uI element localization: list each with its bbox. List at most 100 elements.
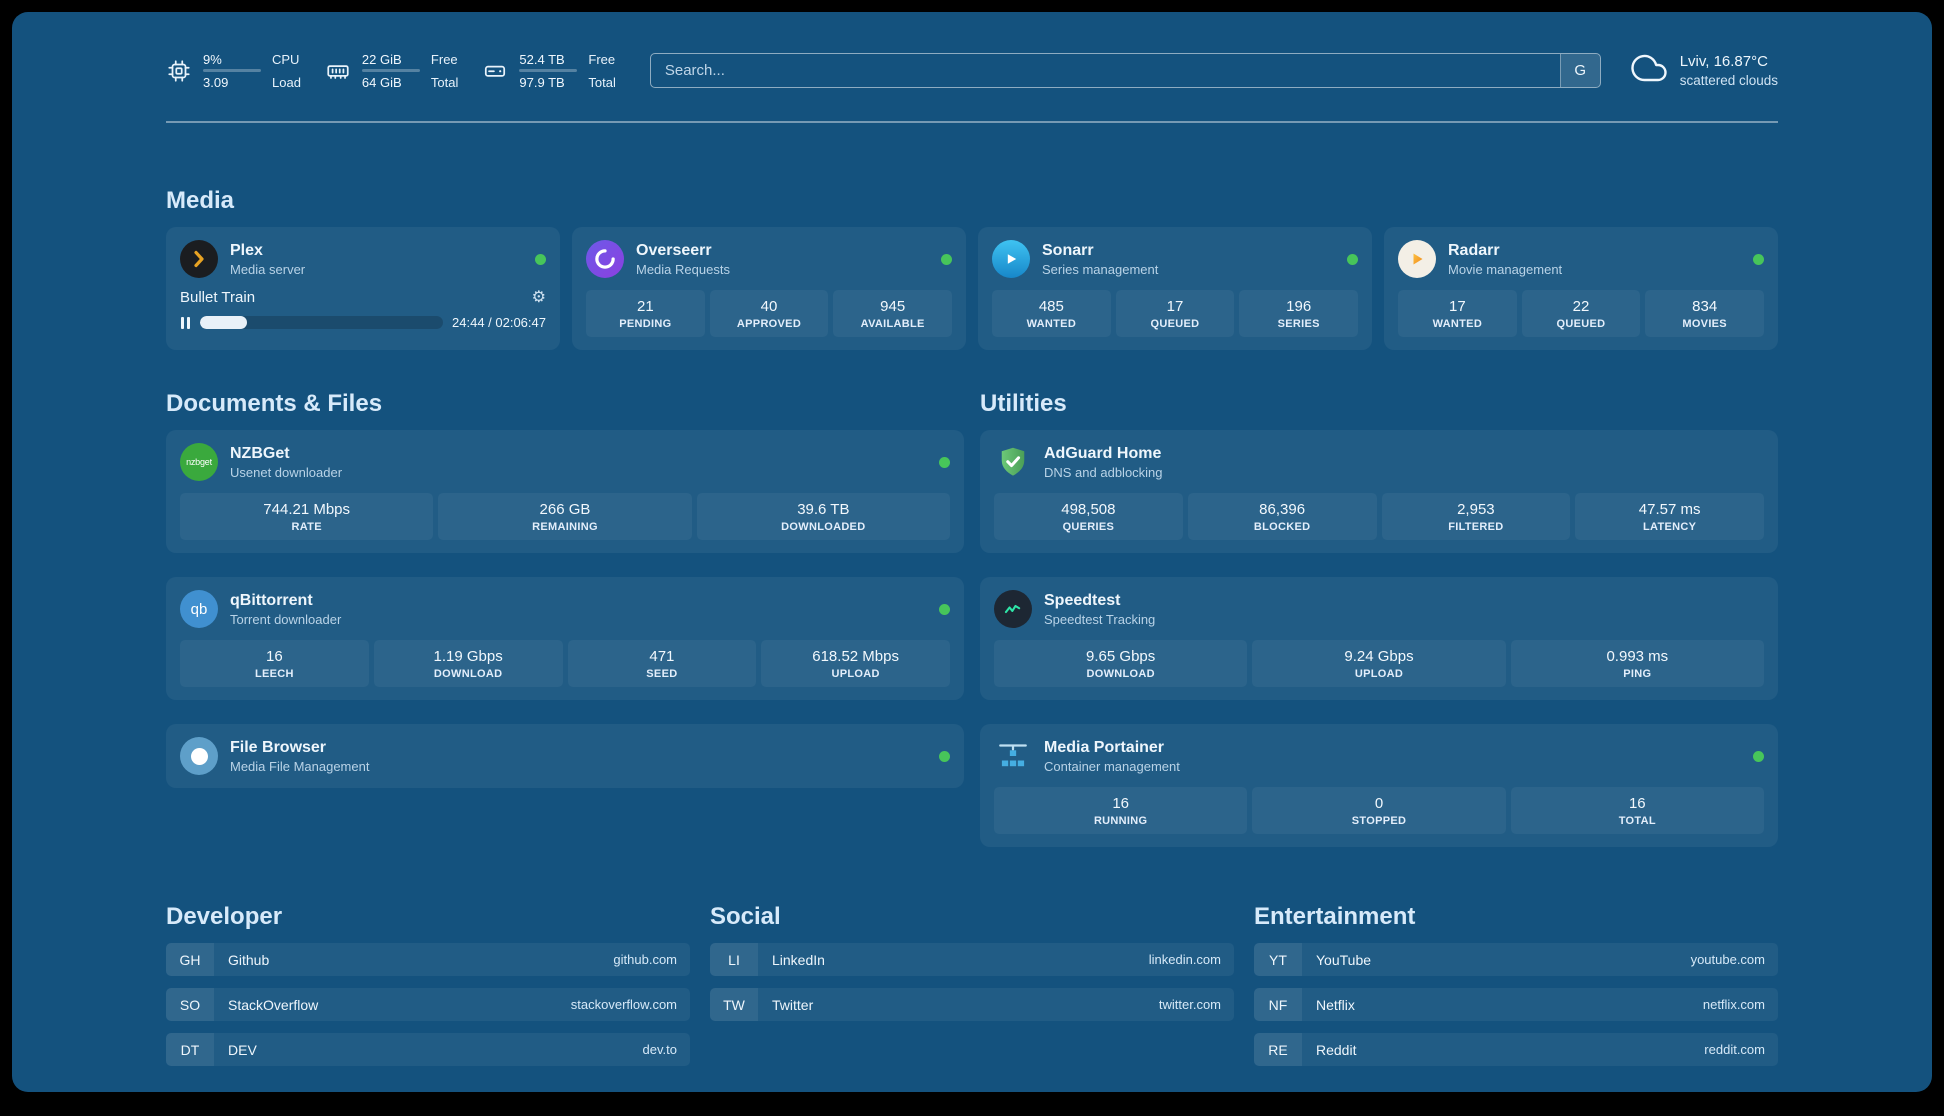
app-name: Overseerr: [636, 241, 712, 259]
portainer-stats: 16 RUNNING 0 STOPPED 16 TOTAL: [994, 787, 1764, 834]
bookmark-name: Twitter: [772, 996, 814, 1013]
app-name: Radarr: [1448, 241, 1500, 259]
utilities-section: Utilities: [980, 390, 1778, 847]
disk-widget: 52.4 TB 97.9 TB Free Total: [482, 52, 616, 90]
filebrowser-icon: [180, 737, 218, 775]
app-name: Speedtest: [1044, 591, 1121, 609]
search-engine-button[interactable]: G: [1559, 54, 1600, 87]
cpu-load: 3.09: [203, 74, 229, 90]
stat-queued: 22 QUEUED: [1521, 290, 1641, 337]
app-card-overseerr[interactable]: Overseerr Media Requests 21 PENDING 40 A…: [572, 227, 966, 350]
app-card-nzbget[interactable]: nzbget NZBGet Usenet downloader 744.21 M…: [166, 430, 964, 553]
bookmark-name: Github: [228, 951, 270, 968]
bookmark-url: dev.to: [642, 1042, 677, 1057]
bookmark-netflix[interactable]: NF Netflix netflix.com: [1254, 988, 1778, 1021]
bookmark-youtube[interactable]: YT YouTube youtube.com: [1254, 943, 1778, 976]
stat-queries: 498,508 QUERIES: [994, 493, 1183, 540]
bookmark-stackoverflow[interactable]: SO StackOverflow stackoverflow.com: [166, 988, 690, 1021]
portainer-crane-icon: [994, 737, 1032, 775]
app-card-plex[interactable]: Plex Media server Bullet Train ⚙: [166, 227, 560, 350]
app-description: Speedtest Tracking: [1044, 611, 1156, 627]
settings-gear-icon[interactable]: ⚙: [531, 288, 546, 306]
overseerr-stats: 21 PENDING 40 APPROVED 945 AVAILABLE: [586, 290, 952, 337]
adguard-stats: 498,508 QUERIES 86,396 BLOCKED 2,953 FIL…: [994, 493, 1764, 540]
app-description: Media File Management: [230, 758, 370, 774]
stat-rate: 744.21 Mbps RATE: [180, 493, 434, 540]
stat-series: 196 SERIES: [1239, 290, 1358, 337]
bookmark-url: linkedin.com: [1148, 952, 1221, 967]
top-bar: 9% 3.09 CPU Load: [166, 12, 1778, 91]
bookmark-url: netflix.com: [1702, 997, 1765, 1012]
bookmark-name: LinkedIn: [772, 951, 825, 968]
stat-stopped: 0 STOPPED: [1252, 787, 1506, 834]
app-card-qbittorrent[interactable]: qb qBittorrent Torrent downloader 16 LEE…: [166, 577, 964, 700]
stat-upload: 9.24 Gbps UPLOAD: [1252, 640, 1506, 687]
speedtest-stats: 9.65 Gbps DOWNLOAD 9.24 Gbps UPLOAD 0.99…: [994, 640, 1764, 687]
bookmark-dev[interactable]: DT DEV dev.to: [166, 1033, 690, 1066]
bookmark-name: YouTube: [1316, 951, 1372, 968]
radarr-stats: 17 WANTED 22 QUEUED 834 MOVIES: [1398, 290, 1764, 337]
stat-running: 16 RUNNING: [994, 787, 1248, 834]
topbar-divider: [166, 121, 1778, 123]
app-card-speedtest[interactable]: Speedtest Speedtest Tracking 9.65 Gbps D…: [980, 577, 1778, 700]
bookmark-linkedin[interactable]: LI LinkedIn linkedin.com: [710, 943, 1234, 976]
bookmarks-social: Social LI LinkedIn linkedin.com TW Twitt…: [710, 903, 1234, 1066]
qbittorrent-stats: 16 LEECH 1.19 Gbps DOWNLOAD 471 SEED: [180, 640, 950, 687]
qbittorrent-header: qb qBittorrent Torrent downloader: [180, 590, 950, 628]
ram-icon: [325, 58, 351, 84]
stat-approved: 40 APPROVED: [709, 290, 829, 337]
stat-total: 16 TOTAL: [1510, 787, 1764, 834]
disk-total: 97.9 TB: [519, 74, 565, 90]
portainer-header: Media Portainer Container management: [994, 737, 1764, 775]
stat-download: 9.65 Gbps DOWNLOAD: [994, 640, 1248, 687]
search-input[interactable]: [650, 54, 1560, 87]
stat-wanted: 485 WANTED: [992, 290, 1111, 337]
playback-progress-bar[interactable]: [200, 316, 444, 329]
app-card-sonarr[interactable]: Sonarr Series management 485 WANTED 17 Q…: [978, 227, 1372, 350]
section-heading-utilities: Utilities: [980, 390, 1067, 417]
bookmark-abbr: YT: [1254, 943, 1302, 976]
disk-values: 52.4 TB 97.9 TB: [519, 52, 578, 90]
stat-leech: 16 LEECH: [180, 640, 369, 687]
app-description: Series management: [1042, 261, 1159, 277]
app-card-portainer[interactable]: Media Portainer Container management 16 …: [980, 724, 1778, 847]
bookmark-name: StackOverflow: [228, 996, 319, 1013]
status-online-dot: [1347, 253, 1358, 265]
app-name: qBittorrent: [230, 591, 313, 609]
nzbget-stats: 744.21 Mbps RATE 266 GB REMAINING 39.6 T…: [180, 493, 950, 540]
cloud-icon: [1631, 50, 1667, 91]
bookmark-name: Reddit: [1316, 1041, 1357, 1058]
bookmark-abbr: DT: [166, 1033, 214, 1066]
playback-progress-fill: [200, 316, 248, 329]
ram-total: 64 GiB: [361, 74, 402, 90]
dashboard: 9% 3.09 CPU Load: [12, 12, 1932, 1092]
app-name: Plex: [230, 241, 263, 259]
overseerr-header: Overseerr Media Requests: [586, 240, 952, 278]
stat-seed: 471 SEED: [567, 640, 757, 687]
cpu-percent: 9%: [203, 51, 222, 67]
section-heading-documents: Documents & Files: [166, 390, 383, 417]
app-description: Media Requests: [636, 261, 730, 277]
overseerr-icon: [586, 240, 624, 278]
bookmark-abbr: TW: [710, 988, 758, 1021]
weather-condition: scattered clouds: [1679, 73, 1778, 88]
bookmark-twitter[interactable]: TW Twitter twitter.com: [710, 988, 1234, 1021]
app-description: Media server: [230, 261, 306, 277]
app-card-adguard[interactable]: AdGuard Home DNS and adblocking 498,508 …: [980, 430, 1778, 553]
stat-movies: 834 MOVIES: [1645, 290, 1764, 337]
pause-icon[interactable]: [180, 316, 191, 330]
app-name: Media Portainer: [1044, 738, 1165, 756]
ram-labels: Free Total: [430, 51, 459, 90]
stat-upload: 618.52 Mbps UPLOAD: [761, 640, 950, 687]
bookmark-url: twitter.com: [1158, 997, 1221, 1012]
ram-widget: 22 GiB 64 GiB Free Total: [325, 52, 458, 90]
stat-available: 945 AVAILABLE: [833, 290, 952, 337]
app-card-radarr[interactable]: Radarr Movie management 17 WANTED 22 QUE…: [1384, 227, 1778, 350]
radarr-header: Radarr Movie management: [1398, 240, 1764, 278]
plex-icon: [180, 240, 218, 278]
bookmark-reddit[interactable]: RE Reddit reddit.com: [1254, 1033, 1778, 1066]
app-description: Movie management: [1448, 261, 1563, 277]
bookmark-github[interactable]: GH Github github.com: [166, 943, 690, 976]
app-card-filebrowser[interactable]: File Browser Media File Management: [166, 724, 964, 788]
stat-latency: 47.57 ms LATENCY: [1575, 493, 1764, 540]
